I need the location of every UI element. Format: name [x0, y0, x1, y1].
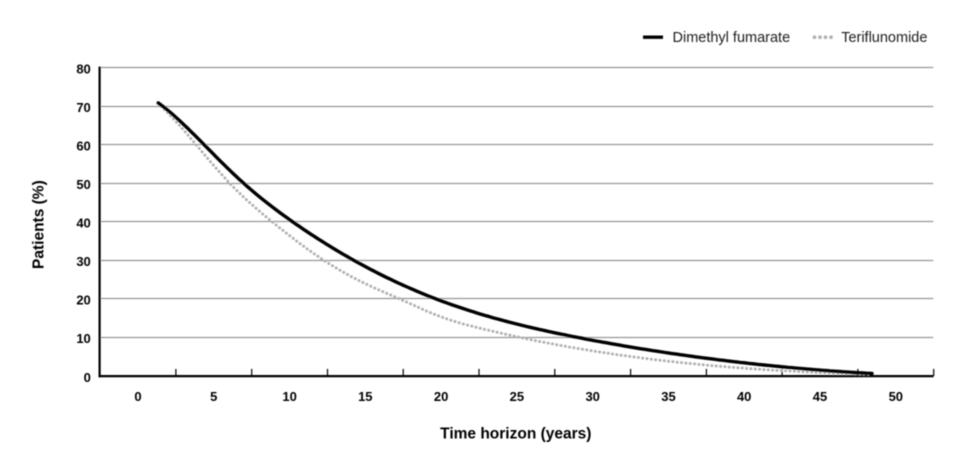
svg-text:20: 20 — [434, 389, 448, 404]
svg-text:15: 15 — [358, 389, 372, 404]
svg-text:45: 45 — [813, 389, 827, 404]
svg-text:30: 30 — [585, 389, 599, 404]
svg-text:Time horizon (years): Time horizon (years) — [440, 426, 591, 443]
svg-text:20: 20 — [76, 293, 90, 308]
svg-text:5: 5 — [210, 389, 217, 404]
svg-text:80: 80 — [76, 61, 90, 76]
svg-text:40: 40 — [737, 389, 751, 404]
svg-text:50: 50 — [889, 389, 903, 404]
svg-text:0: 0 — [84, 370, 91, 385]
svg-text:10: 10 — [76, 331, 90, 346]
svg-text:40: 40 — [76, 216, 90, 231]
svg-text:25: 25 — [510, 389, 524, 404]
svg-text:50: 50 — [76, 177, 90, 192]
svg-text:Patients (%): Patients (%) — [31, 180, 48, 269]
svg-text:60: 60 — [76, 139, 90, 154]
svg-text:Teriflunomide: Teriflunomide — [841, 30, 927, 46]
svg-text:70: 70 — [76, 100, 90, 115]
svg-text:10: 10 — [282, 389, 296, 404]
svg-text:0: 0 — [134, 389, 141, 404]
svg-text:Dimethyl fumarate: Dimethyl fumarate — [673, 30, 791, 46]
svg-text:30: 30 — [76, 254, 90, 269]
svg-text:35: 35 — [661, 389, 675, 404]
